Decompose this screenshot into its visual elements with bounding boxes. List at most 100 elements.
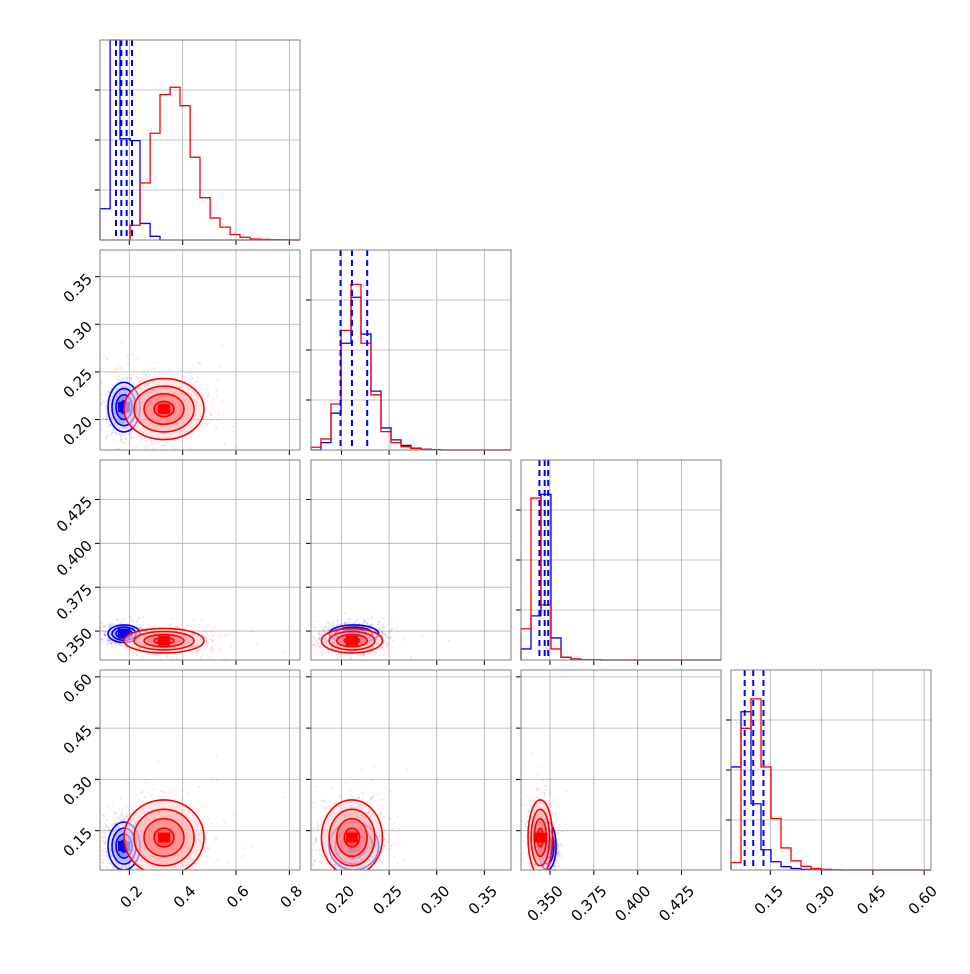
series_a-scatter-point [96, 639, 98, 641]
series_b-scatter-point [120, 423, 122, 425]
series_b-scatter-point [307, 633, 309, 635]
series_a-scatter-point [94, 447, 96, 449]
series_b-scatter-point [387, 644, 389, 646]
series_b-scatter-point [210, 651, 212, 653]
series_a-scatter-point [111, 824, 113, 826]
series_b-scatter-point [129, 433, 131, 435]
series_b-scatter-point [368, 664, 370, 666]
series_b-scatter-point [379, 620, 381, 622]
series_a-scatter-point [352, 622, 354, 624]
series_b-scatter-point [111, 391, 113, 393]
series_a-scatter-point [410, 656, 412, 658]
series_a-scatter-point [382, 623, 384, 625]
series_b-scatter-point [235, 446, 237, 448]
series_b-scatter-point [313, 620, 315, 622]
series_a-scatter-point [125, 438, 127, 440]
series_b-scatter-point [308, 652, 310, 654]
series_b-scatter-point [384, 637, 386, 639]
series_b-scatter-point [127, 650, 129, 652]
series_a-scatter-point [103, 858, 105, 860]
series_b-scatter-point [219, 642, 221, 644]
series_b-scatter-point [101, 642, 103, 644]
series_b-scatter-point [364, 627, 366, 629]
series_b-scatter-point [123, 645, 125, 647]
series_b-scatter-point [421, 634, 423, 636]
series_a-scatter-point [97, 850, 99, 852]
series_a-scatter-point [108, 425, 110, 427]
series_b-scatter-point [116, 404, 118, 406]
series_a-scatter-point [141, 377, 143, 379]
series_b-scatter-point [226, 403, 228, 405]
series_a-scatter-point [111, 431, 113, 433]
series_b-scatter-point [282, 651, 284, 653]
series_a-scatter-point [110, 642, 112, 644]
series_a-scatter-point [390, 628, 392, 630]
series_b-scatter-point [113, 371, 115, 373]
series_b-density-peak [346, 636, 358, 646]
series_b-scatter-point [206, 640, 208, 642]
series_a-scatter-point [130, 436, 132, 438]
series_b-scatter-point [210, 402, 212, 404]
series_b-scatter-point [314, 666, 316, 668]
series_b-scatter-point [200, 391, 202, 393]
series_b-scatter-point [103, 402, 105, 404]
series_b-scatter-point [307, 625, 309, 627]
series_b-scatter-point [135, 376, 137, 378]
series_a-scatter-point [131, 353, 133, 355]
series_b-scatter-point [106, 435, 108, 437]
series_b-scatter-point [378, 628, 380, 630]
series_b-scatter-point [111, 404, 113, 406]
series_b-scatter-point [216, 655, 218, 657]
series_b-scatter-point [212, 629, 214, 631]
series_a-scatter-point [93, 407, 95, 409]
series_b-scatter-point [121, 386, 123, 388]
series_b-scatter-point [211, 641, 213, 643]
series_b-scatter-point [129, 384, 131, 386]
series_a-scatter-point [115, 875, 117, 877]
series_b-scatter-point [121, 342, 123, 344]
series_a-scatter-point [309, 639, 311, 641]
series_a-scatter-point [119, 816, 121, 818]
series_b-scatter-point [164, 442, 166, 444]
series_a-scatter-point [132, 872, 134, 874]
series_a-scatter-point [107, 804, 109, 806]
series_b-scatter-point [215, 390, 217, 392]
series_b-scatter-point [124, 442, 126, 444]
series_b-scatter-point [193, 383, 195, 385]
series_a-scatter-point [448, 640, 450, 642]
series_b-scatter-point [163, 444, 165, 446]
series_b-scatter-point [196, 380, 198, 382]
series_b-scatter-point [150, 440, 152, 442]
series_b-scatter-point [186, 437, 188, 439]
series_a-scatter-point [116, 364, 118, 366]
series_b-scatter-point [321, 650, 323, 652]
series_b-scatter-point [355, 624, 357, 626]
series_b-scatter-point [210, 645, 212, 647]
series_a-scatter-point [110, 433, 112, 435]
series_a-scatter-point [102, 417, 104, 419]
series_a-scatter-point [120, 797, 122, 799]
series_b-scatter-point [363, 654, 365, 656]
series_b-scatter-point [94, 448, 96, 450]
series_a-scatter-point [314, 626, 316, 628]
series_a-scatter-point [390, 636, 392, 638]
series_b-scatter-point [377, 664, 379, 666]
series_a-scatter-point [104, 405, 106, 407]
series_a-scatter-point [107, 643, 109, 645]
series_b-scatter-point [383, 649, 385, 651]
series_b-scatter-point [113, 409, 115, 411]
series_b-scatter-point [158, 441, 160, 443]
series_b-scatter-point [386, 648, 388, 650]
series_b-scatter-point [382, 635, 384, 637]
series_a-scatter-point [145, 871, 147, 873]
series_b-scatter-point [344, 624, 346, 626]
series_a-scatter-point [120, 885, 122, 887]
series_b-scatter-point [224, 634, 226, 636]
series_a-scatter-point [365, 620, 367, 622]
series_a-scatter-point [110, 874, 112, 876]
series_b-scatter-point [356, 619, 358, 621]
series_b-scatter-point [125, 390, 127, 392]
series_b-scatter-point [176, 372, 178, 374]
series_a-scatter-point [104, 832, 106, 834]
series_b-scatter-point [110, 417, 112, 419]
